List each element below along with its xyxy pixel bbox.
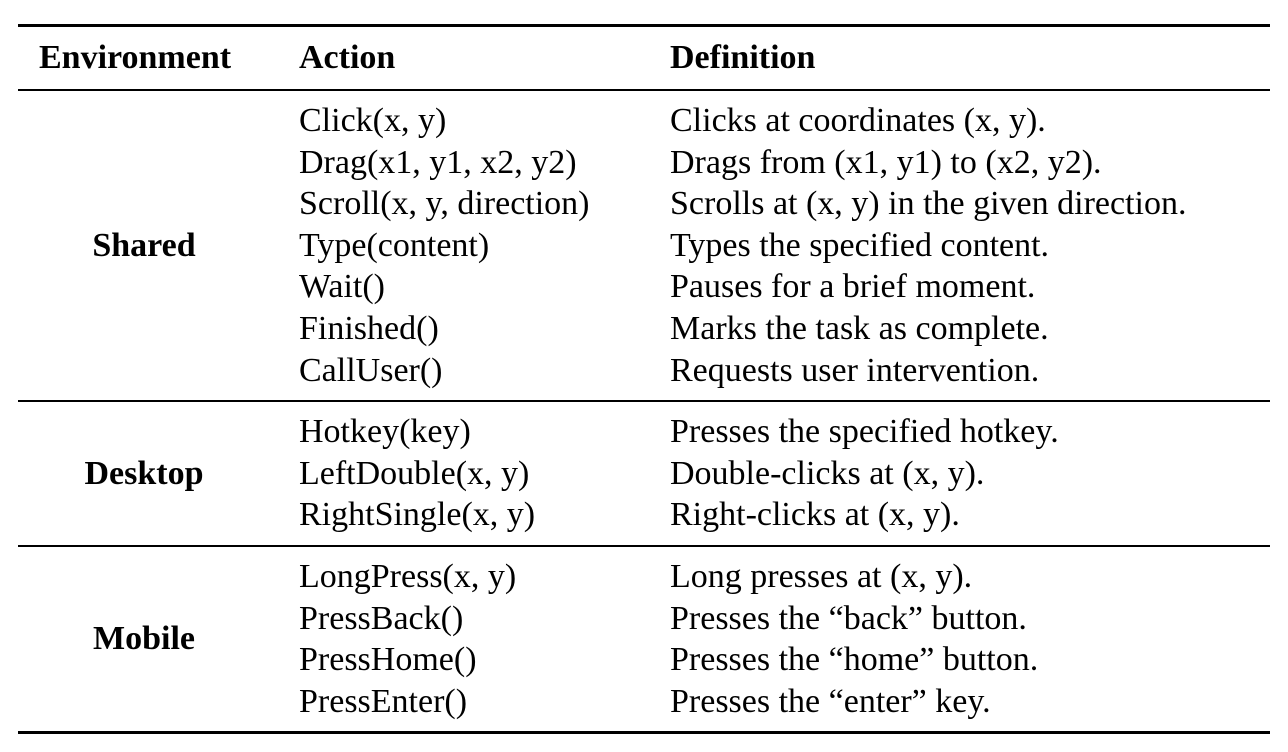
action-space-table: Environment Action Definition Shared Cli… — [18, 24, 1270, 735]
table-row: Finished() Marks the task as complete. — [18, 308, 1270, 350]
action-cell: RightSingle(x, y) — [299, 496, 536, 534]
definition-cell: Presses the “enter” key. — [670, 682, 991, 720]
definition-cell: Long presses at (x, y). — [670, 557, 973, 595]
action-cell: Click(x, y) — [299, 102, 447, 139]
definition-cell: Types the specified content. — [670, 226, 1050, 264]
definition-cell: Clicks at coordinates (x, y). — [670, 102, 1046, 139]
table-row: Scroll(x, y, direction) Scrolls at (x, y… — [18, 183, 1270, 225]
definition-cell: Scrolls at (x, y) in the given direction… — [670, 185, 1187, 223]
action-cell: CallUser() — [299, 351, 443, 389]
bottom-rule — [18, 731, 1270, 735]
group-mobile: Mobile LongPress(x, y) Long presses at (… — [18, 547, 1270, 731]
action-cell: PressBack() — [299, 599, 464, 637]
action-cell: Finished() — [299, 309, 439, 347]
action-cell: PressHome() — [299, 641, 477, 679]
environment-label: Shared — [92, 226, 196, 264]
definition-cell: Requests user intervention. — [670, 351, 1040, 389]
definition-cell: Marks the task as complete. — [670, 309, 1049, 347]
table-row: LeftDouble(x, y) Double-clicks at (x, y)… — [18, 453, 1270, 495]
top-rule — [18, 24, 1270, 27]
table-row: Type(content) Types the specified conten… — [18, 225, 1270, 267]
header-definition: Definition — [670, 39, 816, 76]
action-cell: Drag(x1, y1, x2, y2) — [299, 143, 577, 181]
table-row: RightSingle(x, y) Right-clicks at (x, y)… — [18, 494, 1270, 536]
action-cell: LongPress(x, y) — [299, 557, 517, 595]
action-cell: Type(content) — [299, 226, 490, 264]
table-row: PressEnter() Presses the “enter” key. — [18, 681, 1270, 723]
definition-cell: Double-clicks at (x, y). — [670, 454, 985, 492]
group-rule — [18, 544, 1270, 547]
header-rule — [18, 89, 1270, 91]
table-header: Environment Action Definition — [18, 27, 1270, 89]
group-rule — [18, 400, 1270, 403]
group-shared: Shared Click(x, y) Clicks at coordinates… — [18, 91, 1270, 400]
definition-cell: Drags from (x1, y1) to (x2, y2). — [670, 143, 1102, 181]
environment-label: Desktop — [84, 454, 204, 492]
action-cell: Hotkey(key) — [299, 413, 471, 451]
table-row: Wait() Pauses for a brief moment. — [18, 266, 1270, 308]
group-desktop: Desktop Hotkey(key) Presses the specifie… — [18, 402, 1270, 545]
table-row: LongPress(x, y) Long presses at (x, y). — [18, 556, 1270, 598]
table-row: CallUser() Requests user intervention. — [18, 350, 1270, 392]
action-cell: Scroll(x, y, direction) — [299, 185, 590, 223]
definition-cell: Presses the “back” button. — [670, 599, 1027, 637]
table-row: PressHome() Presses the “home” button. — [18, 639, 1270, 681]
action-cell: Wait() — [299, 268, 385, 306]
environment-label: Mobile — [93, 620, 195, 658]
action-cell: LeftDouble(x, y) — [299, 454, 530, 492]
header-environment: Environment — [39, 39, 232, 76]
action-cell: PressEnter() — [299, 682, 468, 720]
definition-cell: Pauses for a brief moment. — [670, 268, 1036, 306]
definition-cell: Presses the “home” button. — [670, 641, 1039, 679]
table-row: Click(x, y) Clicks at coordinates (x, y)… — [18, 100, 1270, 142]
definition-cell: Right-clicks at (x, y). — [670, 496, 960, 534]
table-row: PressBack() Presses the “back” button. — [18, 598, 1270, 640]
definition-cell: Presses the specified hotkey. — [670, 413, 1059, 451]
table-row: Drag(x1, y1, x2, y2) Drags from (x1, y1)… — [18, 142, 1270, 184]
header-action: Action — [299, 39, 396, 76]
table-row: Hotkey(key) Presses the specified hotkey… — [18, 411, 1270, 453]
